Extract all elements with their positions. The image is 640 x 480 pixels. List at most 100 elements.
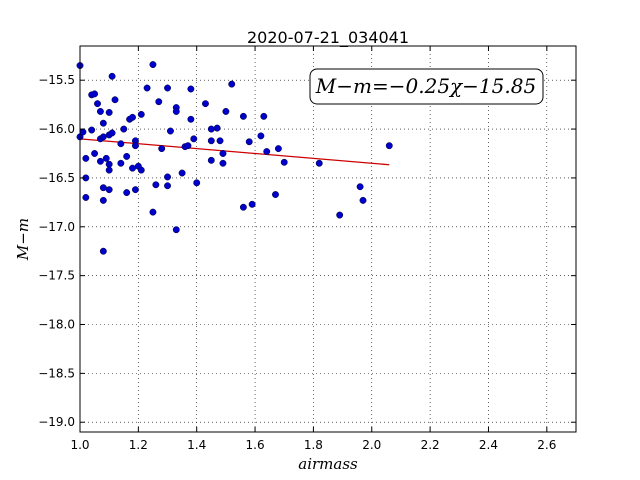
data-point [166,127,174,135]
data-point [96,108,104,115]
data-point [272,191,279,198]
x-tick-label: 1.4 [187,438,206,452]
data-point [149,208,157,216]
data-point [111,96,119,104]
data-point [131,186,139,194]
data-point [248,200,256,208]
data-point [219,159,227,167]
data-point [105,166,113,174]
data-point [105,109,113,116]
data-point [213,124,221,132]
fit-equation-box: M−m=−0.25χ−15.85 [309,68,544,105]
data-point [356,183,364,191]
y-tick-label: −15.5 [38,73,75,87]
data-point [239,203,247,211]
data-point [202,100,209,108]
x-tick-label: 1.8 [304,438,323,452]
data-point [99,196,107,204]
x-tick-label: 2.2 [421,438,440,452]
data-point [91,90,99,98]
fit-equation-frame [309,68,544,105]
data-point [263,148,271,155]
fit-line [79,138,390,166]
data-point [164,173,171,181]
data-point [315,159,323,167]
data-point [187,85,195,93]
fit-equation-text: M−m=−0.25χ−15.85 [315,74,536,98]
data-point [239,112,247,120]
data-point [222,108,230,115]
data-point [99,119,107,127]
x-tick-label: 2.0 [362,438,381,452]
data-point [216,137,224,145]
data-point [164,182,171,190]
data-point [359,196,367,204]
y-tick-label: −18.5 [38,366,75,380]
data-point [219,150,227,157]
x-tick-label: 1.0 [70,438,89,452]
data-point [129,164,136,172]
data-point [91,150,99,157]
data-point [105,186,113,194]
data-point [149,61,157,69]
y-tick-label: −16.0 [38,122,75,136]
data-point [123,152,131,160]
data-point [99,247,107,255]
data-point [207,137,215,145]
data-point [88,126,96,134]
data-point [260,112,268,120]
data-point [193,179,201,187]
data-point [117,159,125,167]
data-point [108,129,116,137]
data-point [137,110,145,118]
x-tick-label: 2.4 [479,438,498,452]
data-points [76,61,393,255]
y-tick-label: −17.5 [38,269,75,283]
data-point [385,142,393,150]
data-point [228,80,236,88]
data-point [274,145,282,153]
data-point [155,98,163,106]
axis-ticks: 1.0 1.2 1.4 1.6 1.8 2.0 2.2 2.4 2.6 −15.5 −16.0 −16… [38,46,576,452]
data-point [207,125,215,133]
data-point [164,84,171,92]
y-tick-label: −19.0 [38,415,75,429]
data-point [336,211,344,219]
data-point [245,138,253,146]
data-point [158,145,166,153]
data-point [190,135,198,143]
data-point [123,189,131,197]
data-point [96,157,104,165]
data-point [82,154,90,162]
data-point [131,142,139,150]
data-point [137,166,145,174]
data-point [257,132,265,140]
data-point [117,140,125,148]
y-tick-label: −17.0 [38,220,75,234]
x-axis-label: airmass [298,455,358,473]
data-point [207,156,215,164]
data-point [120,125,128,133]
data-point [187,115,195,123]
data-point [280,158,288,166]
data-point [172,108,180,115]
x-tick-label: 2.6 [537,438,556,452]
data-point [102,154,110,162]
data-point [99,184,107,192]
chart-title: 2020-07-21_034041 [247,28,409,48]
y-tick-label: −16.5 [38,171,75,185]
plot-frame [79,45,577,433]
x-tick-label: 1.2 [129,438,148,452]
fit-line-group [79,138,390,166]
data-point [152,181,160,189]
data-point [184,142,192,150]
y-axis-label: M−m [14,218,32,261]
data-point [129,113,136,121]
data-point [178,169,186,177]
data-point [82,194,90,201]
data-point [172,226,180,234]
y-tick-label: −18.0 [38,318,75,332]
data-point [79,128,87,136]
data-point [108,72,116,80]
